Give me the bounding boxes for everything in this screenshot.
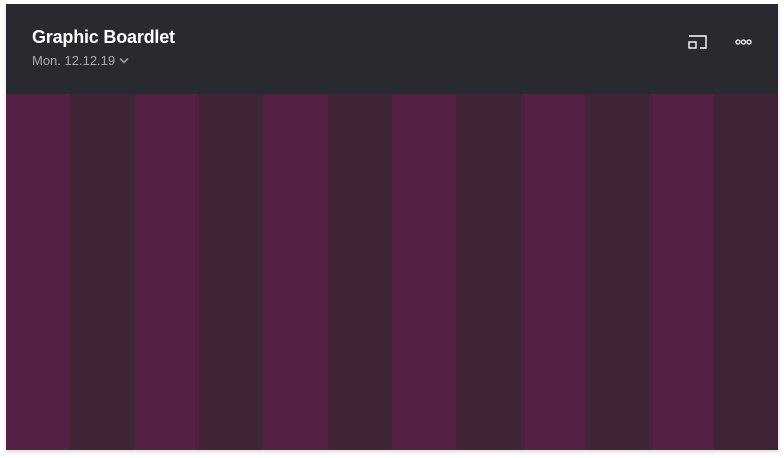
stripe [198,94,264,450]
graphic-area [6,94,778,450]
date-label: Mon. 12.12.19 [32,53,116,68]
boardlet-card: Graphic Boardlet Mon. 12.12.19 [6,4,778,450]
stripe [713,94,778,450]
chevron-down-icon [119,57,129,64]
stripe [327,94,392,450]
stripe [134,94,199,450]
boardlet-title: Graphic Boardlet [32,27,175,47]
cast-icon [687,35,707,49]
stripe [456,94,521,450]
date-dropdown[interactable]: Mon. 12.12.19 [32,53,129,68]
more-options-icon [734,39,752,45]
more-options-button[interactable] [731,30,755,54]
stripe [70,94,135,450]
stripe [649,94,714,450]
boardlet-header: Graphic Boardlet Mon. 12.12.19 [6,4,778,94]
stripe [584,94,650,450]
stripe [263,94,328,450]
stripe [520,94,585,450]
cast-button[interactable] [685,30,709,54]
stripe [391,94,457,450]
stripe [6,94,71,450]
